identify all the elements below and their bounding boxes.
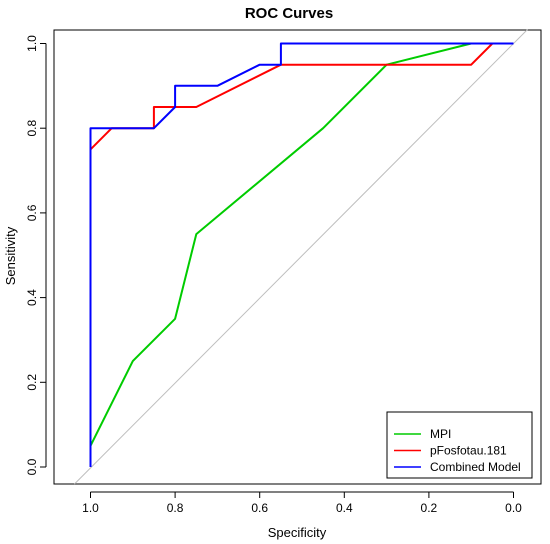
axis-layer: 1.0 0.8 0.6 0.4 0.2 0.0 0.0 0.2 0.4 0.6 0.8 1.0 [25, 35, 522, 515]
x-tick-label: 0.8 [167, 501, 184, 515]
y-axis-title: Sensitivity [3, 226, 18, 285]
x-axis-title: Specificity [268, 525, 327, 540]
y-tick-label: 0.2 [25, 374, 39, 391]
legend-label: pFosfotau.181 [430, 444, 507, 458]
legend-items: MPI pFosfotau.181 Combined Model [394, 427, 521, 474]
x-tick-label: 0.4 [336, 501, 353, 515]
x-tick-label: 0.2 [421, 501, 438, 515]
x-tick-label: 0.0 [505, 501, 522, 515]
legend-label: MPI [430, 427, 451, 441]
legend-label: Combined Model [430, 460, 521, 474]
legend: MPI pFosfotau.181 Combined Model [386, 411, 533, 479]
plot-frame [53, 29, 542, 485]
series-line-combined-model [89, 42, 514, 467]
y-tick-label: 1.0 [25, 35, 39, 52]
x-tick-label: 1.0 [82, 501, 99, 515]
x-tick-label: 0.6 [251, 501, 268, 515]
series-line-pfosfotau-181 [89, 42, 514, 151]
series-layer [89, 42, 514, 467]
y-tick-label: 0.4 [25, 289, 39, 306]
y-tick-label: 0.6 [25, 204, 39, 221]
y-tick-label: 0.8 [25, 120, 39, 137]
series-line-mpi [89, 42, 514, 447]
chart-title: ROC Curves [245, 5, 333, 22]
y-tick-label: 0.0 [25, 458, 39, 475]
reference-layer [74, 29, 528, 485]
reference-diagonal [74, 29, 528, 485]
